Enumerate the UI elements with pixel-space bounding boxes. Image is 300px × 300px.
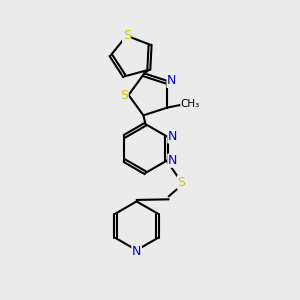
Text: N: N [168,130,177,143]
Text: N: N [132,245,141,258]
Text: S: S [123,29,130,42]
Text: CH₃: CH₃ [181,99,200,109]
Text: N: N [168,154,177,167]
Text: S: S [120,88,128,101]
Text: N: N [167,74,176,87]
Text: S: S [178,176,185,189]
